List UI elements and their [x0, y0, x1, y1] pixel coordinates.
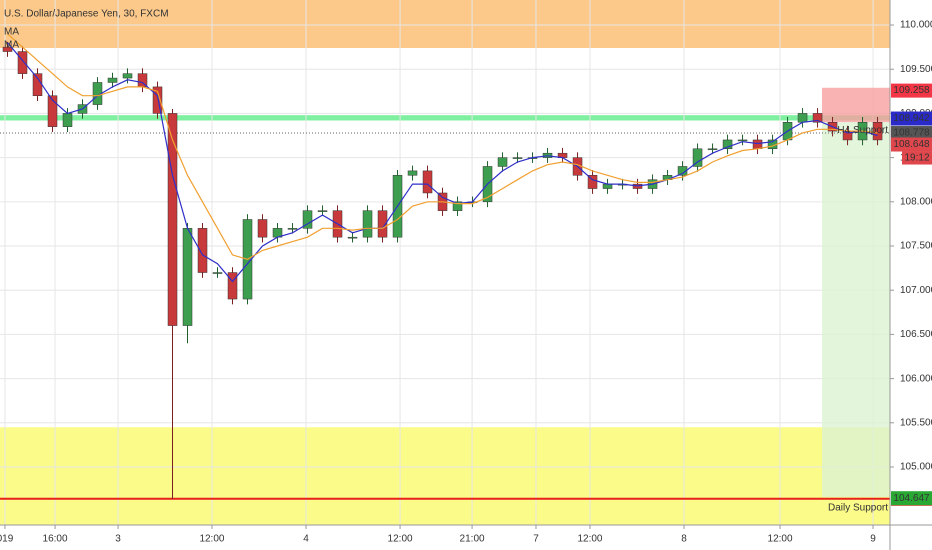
candle-body	[47, 95, 58, 127]
candle-body	[257, 219, 268, 238]
plot-area: H4 Support Daily Support	[0, 0, 890, 525]
candle-body	[422, 170, 433, 194]
candle-body	[812, 113, 823, 123]
countdown-label: 19:12	[904, 153, 929, 164]
candle-body	[362, 210, 373, 238]
y-tick-label: 108.000	[900, 196, 932, 207]
candle-body	[737, 139, 748, 142]
box	[822, 87, 890, 123]
candle-body	[287, 228, 298, 230]
candle-body	[167, 113, 178, 326]
x-tick-label: 21:00	[460, 534, 485, 545]
candle-body	[452, 201, 463, 211]
annotation: H4 Support	[837, 125, 888, 136]
zone	[0, 427, 890, 525]
candle-body	[212, 272, 223, 274]
price-tag-label: 108.942	[893, 113, 930, 124]
x-tick-label: 12:00	[199, 534, 224, 545]
chart-title: U.S. Dollar/Japanese Yen, 30, FXCM	[4, 9, 169, 20]
candle-body	[512, 157, 523, 159]
y-tick-label: 107.500	[900, 241, 932, 252]
zone	[0, 115, 890, 121]
candle-body	[107, 77, 118, 83]
x-tick-label: 16:00	[43, 534, 68, 545]
candle-body	[302, 210, 313, 229]
x-tick-label: 019	[0, 534, 14, 545]
y-tick-label: 109.500	[900, 64, 932, 75]
candle-body	[797, 113, 808, 123]
moving-average	[7, 42, 878, 283]
candle-body	[407, 170, 418, 176]
x-tick-label: 12:00	[768, 534, 793, 545]
zone	[0, 0, 890, 49]
y-tick-label: 105.000	[900, 462, 932, 473]
price-tag	[891, 111, 932, 126]
candle-body	[722, 139, 733, 150]
price-tag-label: 108.648	[893, 139, 930, 150]
candle-body	[677, 166, 688, 176]
candle-body	[152, 86, 163, 114]
x-tick-label: 7	[533, 534, 539, 545]
candle-body	[62, 113, 73, 127]
x-tick-label: 3	[115, 534, 121, 545]
price-tag-label: 109.258	[893, 85, 930, 96]
x-tick-label: 9	[870, 534, 876, 545]
candle-body	[197, 228, 208, 273]
candle-body	[497, 157, 508, 167]
candle-body	[347, 236, 358, 239]
candle-body	[872, 122, 883, 141]
indicator-label: MA	[4, 40, 19, 51]
x-tick-label: 8	[681, 534, 687, 545]
candle-body	[17, 51, 28, 74]
candle-body	[602, 183, 613, 189]
price-tag	[891, 137, 932, 152]
x-tick-label: 4	[303, 534, 309, 545]
annotation: Daily Support	[828, 502, 888, 513]
countdown-tag	[902, 151, 932, 165]
candle-body	[587, 175, 598, 189]
price-tag	[891, 126, 932, 141]
candle-body	[707, 148, 718, 151]
y-tick-label: 106.000	[900, 373, 932, 384]
x-tick-label: 12:00	[388, 534, 413, 545]
candle-body	[2, 46, 13, 52]
candle-body	[122, 73, 133, 79]
candle-body	[182, 228, 193, 326]
candle-body	[377, 210, 388, 238]
candle-body	[317, 210, 328, 212]
candle-body	[32, 73, 43, 96]
candle-body	[227, 272, 238, 300]
y-tick-label: 105.500	[900, 417, 932, 428]
price-tag-label: 108.778	[893, 128, 930, 139]
candle-body	[692, 148, 703, 167]
price-tag	[891, 83, 932, 98]
moving-average	[7, 33, 878, 260]
box	[822, 122, 890, 498]
indicator-label: MA	[4, 27, 19, 38]
y-tick-label: 110.000	[900, 20, 932, 31]
candle-body	[752, 139, 763, 150]
price-tag-label: 104.647	[893, 493, 930, 504]
price-tag	[891, 491, 932, 506]
x-tick-label: 12:00	[577, 534, 602, 545]
y-tick-label: 107.000	[900, 285, 932, 296]
y-tick-label: 106.500	[900, 329, 932, 340]
